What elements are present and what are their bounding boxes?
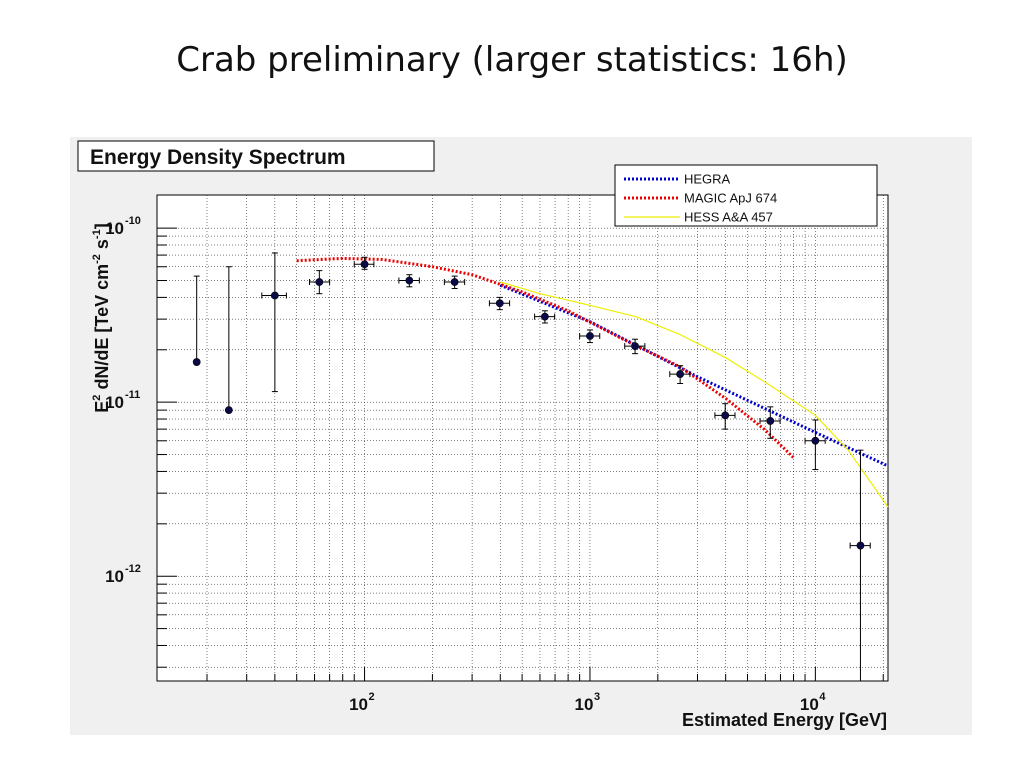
data-point (398, 274, 420, 288)
data-point (624, 338, 646, 355)
point-marker (224, 406, 233, 415)
legend-entry: MAGIC ApJ 674 (684, 191, 777, 206)
point-marker (192, 358, 201, 366)
point-marker (676, 370, 685, 378)
point-marker (270, 291, 279, 300)
y-axis-label-part: s (92, 239, 112, 254)
data-point (488, 296, 511, 311)
point-marker (495, 299, 504, 308)
y-axis-label-part: E (92, 401, 112, 413)
point-marker (631, 342, 639, 350)
data-point (669, 365, 691, 385)
data-point (534, 310, 556, 324)
y-axis-label-superscript: 2 (91, 395, 103, 401)
axis-ticks (157, 227, 884, 681)
data-point (261, 252, 287, 393)
x-tick-label: 10 (575, 695, 594, 714)
x-tick-label: 10 (800, 695, 819, 714)
point-marker (811, 436, 820, 445)
data-point (309, 270, 331, 295)
legend-entry: HESS A&A 457 (684, 210, 773, 225)
data-point (714, 403, 736, 430)
point-marker (315, 278, 324, 286)
x-tick-label-exponent: 4 (819, 691, 826, 703)
data-point (579, 329, 601, 344)
y-tick-label: 10 (105, 567, 124, 586)
y-axis-label-part: ] (92, 223, 112, 229)
series-line-hegra (499, 283, 889, 468)
y-tick-label: 10 (105, 219, 124, 238)
data-point (804, 419, 826, 471)
y-tick-label-exponent: -11 (125, 389, 140, 401)
point-marker (586, 332, 594, 340)
y-tick-label-exponent: -12 (125, 563, 141, 575)
legend: HEGRA MAGIC ApJ 674 HESS A&A 457 (614, 164, 878, 227)
x-tick-label-exponent: 2 (369, 691, 375, 703)
data-points (192, 252, 871, 681)
y-axis-label-superscript: -2 (91, 254, 103, 264)
y-tick-label: 10 (105, 393, 124, 412)
x-tick-label: 10 (349, 695, 368, 714)
data-point (849, 449, 871, 681)
data-point (224, 266, 233, 415)
series-line-magic-apj-674 (296, 256, 795, 459)
plot-frame (156, 194, 889, 682)
series-line-hess-a-a-457 (500, 281, 889, 508)
y-axis-label: E2 dN/dE [TeV cm-2 s-1] (91, 223, 112, 412)
chart-title: Energy Density Spectrum (90, 146, 346, 169)
point-marker (405, 276, 414, 285)
x-axis-label: Estimated Energy [GeV] (682, 710, 887, 730)
x-tick-label-exponent: 3 (594, 691, 600, 703)
legend-entry: HEGRA (684, 172, 731, 187)
grid (157, 195, 888, 681)
data-point (353, 256, 375, 270)
data-point (192, 275, 201, 366)
point-marker (721, 411, 730, 420)
slide-title: Crab preliminary (larger statistics: 16h… (176, 40, 848, 80)
point-marker (766, 417, 775, 425)
point-marker (360, 260, 369, 269)
model-curves (296, 256, 889, 508)
y-axis-label-part: dN/dE [TeV cm (92, 264, 112, 395)
chart-title-box: Energy Density Spectrum (77, 140, 435, 172)
data-point (443, 275, 466, 289)
point-marker (450, 278, 459, 286)
y-tick-label-exponent: -10 (125, 215, 141, 227)
y-axis-label-superscript: -1 (91, 229, 103, 239)
data-point (759, 406, 781, 439)
point-marker (540, 312, 549, 321)
point-marker (856, 541, 865, 550)
